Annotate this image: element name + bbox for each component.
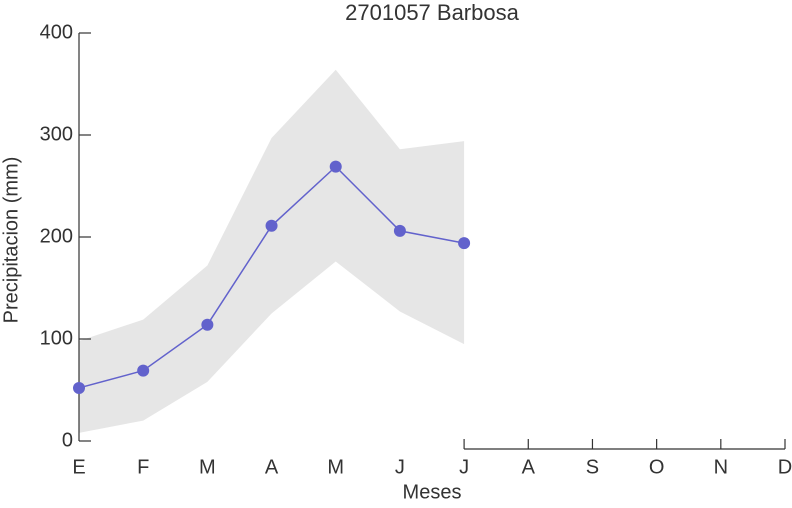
x-tick-label: J (395, 456, 405, 478)
x-tick-label: M (199, 456, 216, 478)
x-tick-label: M (327, 456, 344, 478)
x-tick-label: E (72, 456, 85, 478)
point (201, 318, 214, 331)
y-tick-label: 400 (40, 21, 73, 43)
x-tick-label: A (522, 456, 536, 478)
x-tick-label: O (649, 456, 665, 478)
point (458, 237, 471, 250)
point (329, 160, 342, 173)
x-tick-label: F (137, 456, 149, 478)
chart-title: 2701057 Barbosa (345, 0, 519, 25)
y-tick-label: 0 (62, 429, 73, 451)
y-tick-label: 300 (40, 123, 73, 145)
point (265, 219, 278, 232)
x-tick-label: D (778, 456, 792, 478)
x-tick-label: A (265, 456, 279, 478)
x-tick-label: S (586, 456, 599, 478)
y-tick-label: 100 (40, 327, 73, 349)
band (79, 69, 465, 433)
x-tick-label: N (714, 456, 728, 478)
y-axis-label: Precipitacion (mm) (0, 157, 22, 324)
point (137, 364, 150, 377)
point (393, 224, 406, 237)
x-tick-label: J (459, 456, 469, 478)
x-axis-label: Meses (403, 481, 462, 503)
point (73, 381, 85, 394)
y-tick-label: 200 (40, 225, 73, 247)
